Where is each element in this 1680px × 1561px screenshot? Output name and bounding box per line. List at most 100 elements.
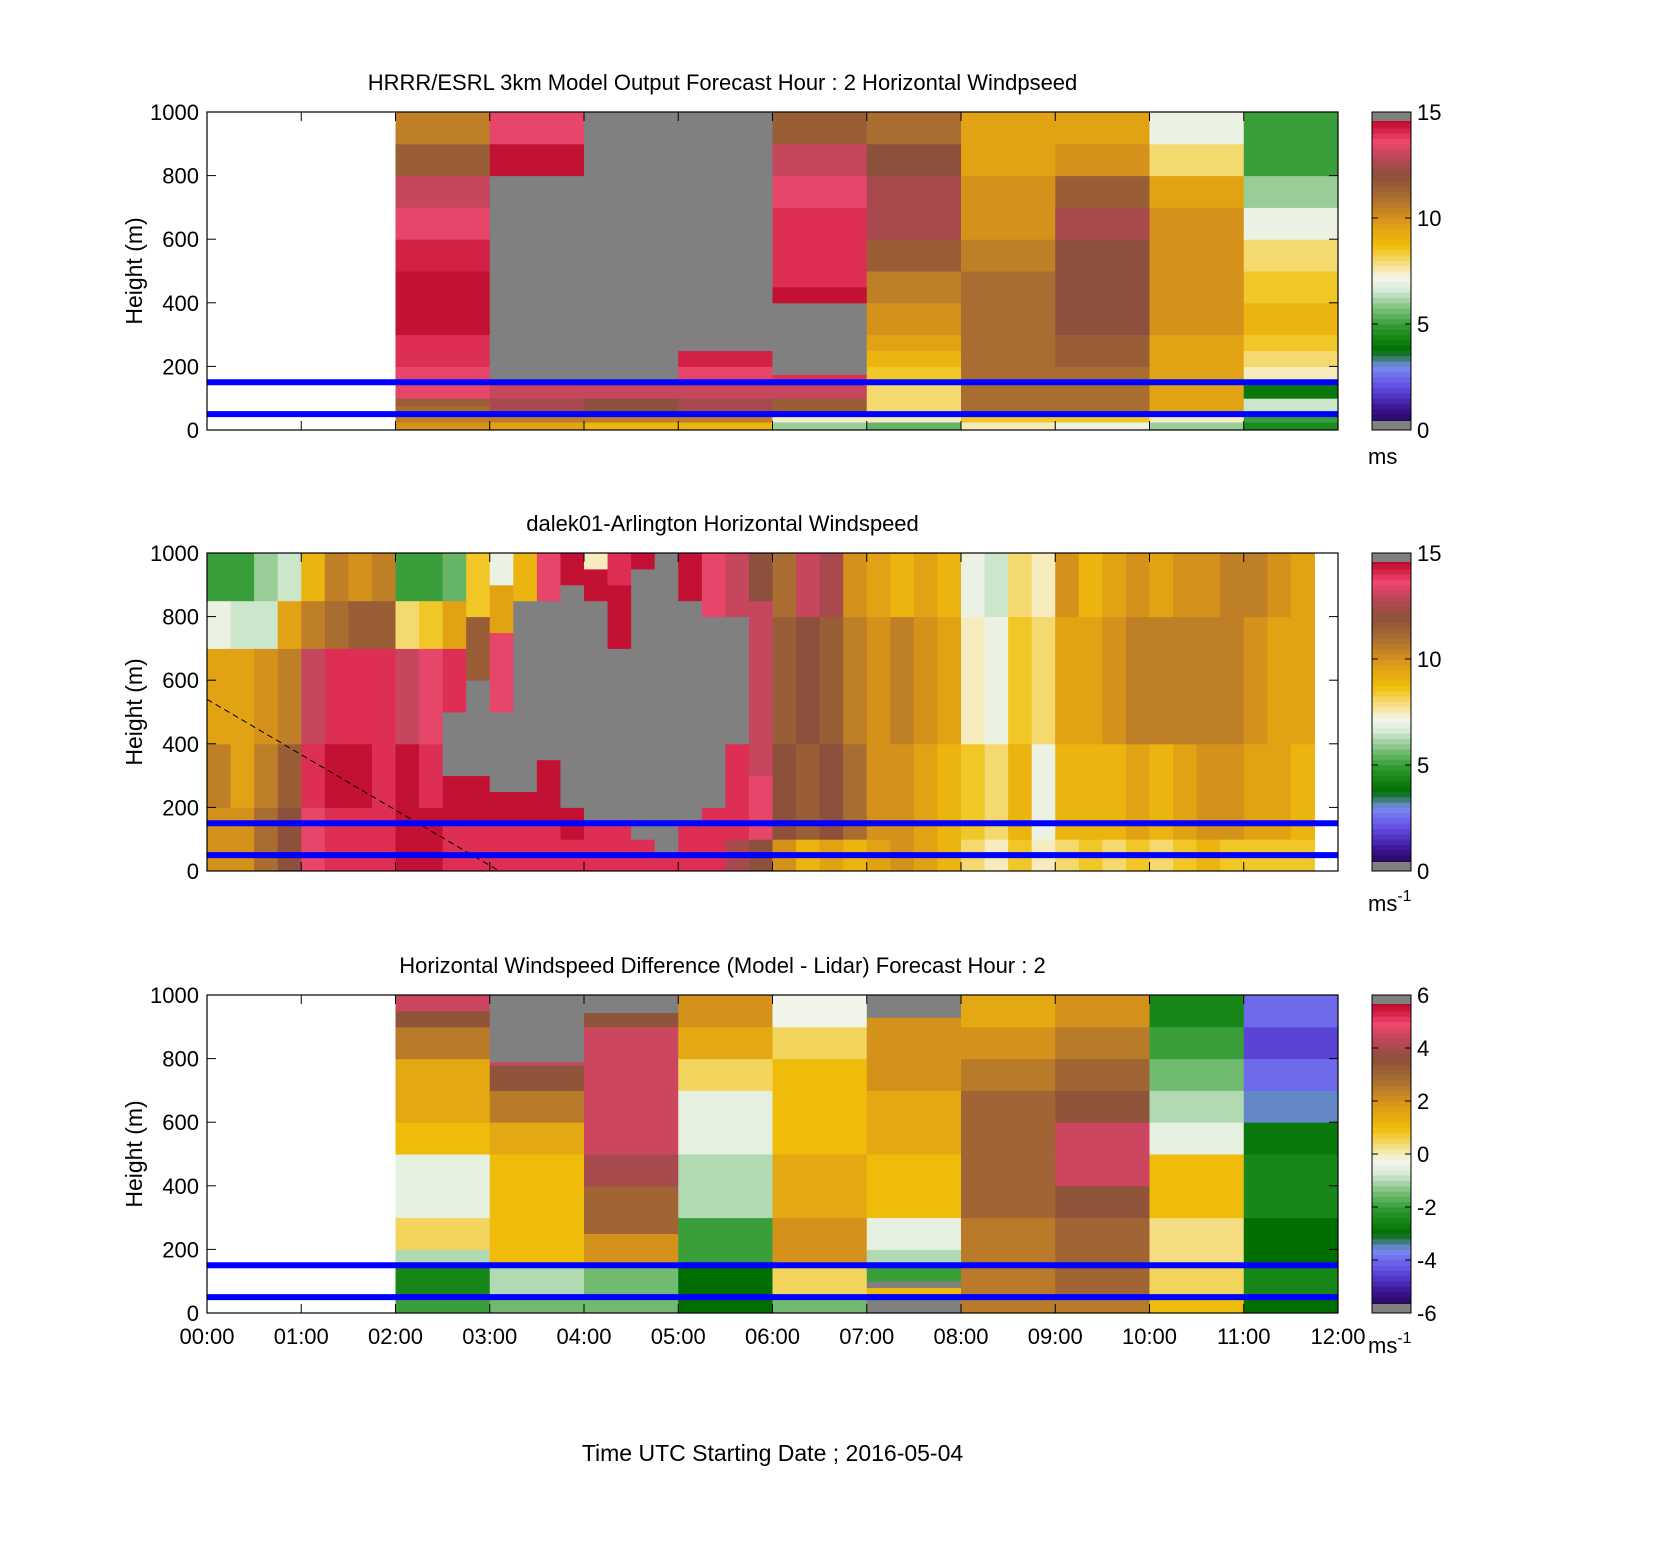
heatmap-cell — [1243, 1090, 1339, 1123]
heatmap-cell — [1290, 553, 1315, 618]
colorbar-swatch — [1372, 143, 1411, 150]
heatmap-cells — [207, 553, 1315, 872]
colorbar-swatch — [1372, 659, 1411, 665]
colorbar-tick-label: 2 — [1417, 1089, 1429, 1114]
heatmap-cell — [395, 1026, 491, 1060]
colorbar-swatch — [1372, 1175, 1411, 1181]
heatmap-cell — [419, 648, 444, 745]
heatmap-cell — [772, 414, 868, 423]
heatmap-cell — [961, 1154, 1056, 1219]
y-tick-label: 0 — [187, 418, 199, 443]
heatmap-cell — [1243, 414, 1339, 423]
heatmap-cell — [1243, 422, 1339, 431]
heatmap-cell — [961, 1297, 1056, 1314]
colorbar-swatch — [1372, 701, 1411, 708]
heatmap-cell — [560, 584, 585, 808]
colorbar-frame — [1371, 111, 1412, 431]
y-tick-label: 1000 — [150, 541, 199, 566]
colorbar-swatch — [1372, 371, 1411, 378]
colorbar-swatch — [1372, 590, 1411, 596]
colorbar-swatch — [1372, 743, 1411, 750]
heatmap-cell — [1149, 553, 1174, 618]
colorbar-swatch — [1372, 1132, 1411, 1139]
colorbar-swatch — [1372, 1032, 1411, 1038]
heatmap-cell — [961, 422, 1056, 431]
heatmap-cell — [701, 807, 726, 872]
heatmap-cell — [772, 553, 797, 618]
y-tick-label: 0 — [187, 1301, 199, 1326]
colorbar-swatch — [1372, 297, 1411, 304]
heatmap-cell — [678, 112, 773, 351]
colorbar-swatch — [1372, 1222, 1411, 1229]
heatmap-cell — [1055, 414, 1150, 423]
chart-title: Horizontal Windspeed Difference (Model -… — [399, 953, 1045, 978]
heatmap-cell — [348, 807, 373, 872]
heatmap-cell — [1078, 616, 1103, 745]
colorbar-swatch — [1372, 849, 1411, 856]
colorbar-swatch — [1372, 1297, 1411, 1303]
heatmap-cell — [866, 1249, 962, 1266]
heatmap-cell — [348, 553, 373, 602]
x-tick-label: 11:00 — [1217, 1324, 1270, 1349]
heatmap-cell — [489, 1090, 585, 1123]
x-tick-label: 07:00 — [839, 1324, 894, 1349]
heatmap-cell — [796, 553, 821, 618]
heatmap-cell — [560, 553, 585, 586]
heatmap-cell — [1125, 553, 1150, 618]
heatmap-cell — [772, 1026, 868, 1060]
colorbar-swatch — [1372, 579, 1411, 586]
heatmap-cell — [277, 600, 302, 649]
heatmap-cell — [961, 414, 1056, 423]
colorbar-swatch — [1372, 218, 1411, 224]
colorbar-swatch — [1372, 1058, 1411, 1065]
heatmap-cell — [772, 422, 868, 431]
colorbar-min-cap — [1372, 1304, 1411, 1313]
colorbar: -6 -4 -2 0 2 4 6 ms-1 — [1368, 983, 1437, 1358]
heatmap-cell — [772, 995, 868, 1028]
colorbar-swatch — [1372, 308, 1411, 314]
heatmap-cell — [1220, 616, 1245, 745]
colorbar-swatch — [1372, 329, 1411, 336]
heatmap-cell — [1149, 1090, 1245, 1123]
colorbar-swatch — [1372, 239, 1411, 245]
heatmap-cell — [772, 398, 868, 415]
colorbar-swatch — [1372, 833, 1411, 840]
heatmap-cell — [489, 112, 585, 145]
heatmap-cell — [584, 1297, 679, 1314]
heatmap-cell — [607, 648, 632, 824]
heatmap-cell — [678, 995, 773, 1028]
heatmap-cell — [1055, 334, 1150, 367]
y-tick-label: 400 — [162, 732, 199, 757]
colorbar-swatch — [1372, 1053, 1411, 1060]
colorbar-swatch — [1372, 165, 1411, 171]
colorbar-swatch — [1372, 722, 1411, 729]
heatmap-cell — [961, 1265, 1056, 1298]
heatmap-cell — [254, 648, 279, 745]
colorbar-swatch — [1372, 196, 1411, 203]
heatmap-cell — [442, 553, 467, 602]
heatmap-cell — [1243, 239, 1339, 272]
colorbar-swatch — [1372, 611, 1411, 618]
colorbar-unit: ms-1 — [1368, 888, 1412, 916]
colorbar-swatch — [1372, 249, 1411, 256]
heatmap-cell — [254, 807, 279, 872]
heatmap-cell — [395, 1217, 491, 1250]
heatmap-cell — [419, 600, 444, 649]
colorbar-swatch — [1372, 334, 1411, 341]
heatmap-cell — [348, 648, 373, 745]
heatmap-cell — [301, 648, 326, 745]
heatmap-cell — [1243, 1058, 1339, 1091]
heatmap-cell — [1149, 175, 1245, 208]
colorbar-tick-label: 0 — [1417, 859, 1429, 884]
heatmap-cell — [607, 823, 632, 872]
colorbar-swatch — [1372, 632, 1411, 639]
heatmap-cell — [678, 600, 703, 824]
colorbar-swatch — [1372, 637, 1411, 644]
heatmap-cell — [466, 823, 491, 872]
heatmap-cell — [1243, 1122, 1339, 1155]
heatmap-cell — [678, 366, 773, 383]
heatmap-cell — [843, 616, 868, 745]
heatmap-cell — [207, 648, 232, 745]
heatmap-cell — [324, 807, 349, 872]
colorbar-swatch — [1372, 361, 1411, 367]
